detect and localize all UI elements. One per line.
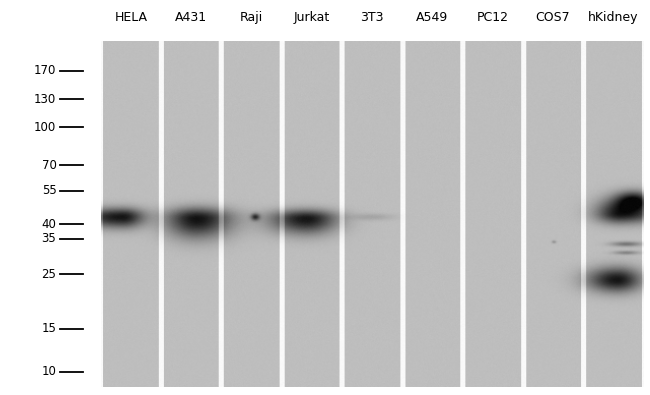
- Text: COS7: COS7: [536, 11, 570, 24]
- Text: 70: 70: [42, 158, 57, 171]
- Text: 10: 10: [42, 365, 57, 378]
- Text: 3T3: 3T3: [360, 11, 384, 24]
- Text: Raji: Raji: [240, 11, 263, 24]
- Text: A549: A549: [416, 11, 448, 24]
- Text: 55: 55: [42, 184, 57, 197]
- Text: 15: 15: [42, 322, 57, 335]
- Text: HELA: HELA: [114, 11, 148, 24]
- Text: 130: 130: [34, 93, 57, 106]
- Text: 170: 170: [34, 64, 57, 77]
- Text: 100: 100: [34, 120, 57, 134]
- Text: 40: 40: [42, 218, 57, 231]
- Text: hKidney: hKidney: [588, 11, 638, 24]
- Text: PC12: PC12: [476, 11, 509, 24]
- Text: 35: 35: [42, 232, 57, 245]
- Text: 25: 25: [42, 268, 57, 281]
- Text: Jurkat: Jurkat: [294, 11, 330, 24]
- Text: A431: A431: [175, 11, 207, 24]
